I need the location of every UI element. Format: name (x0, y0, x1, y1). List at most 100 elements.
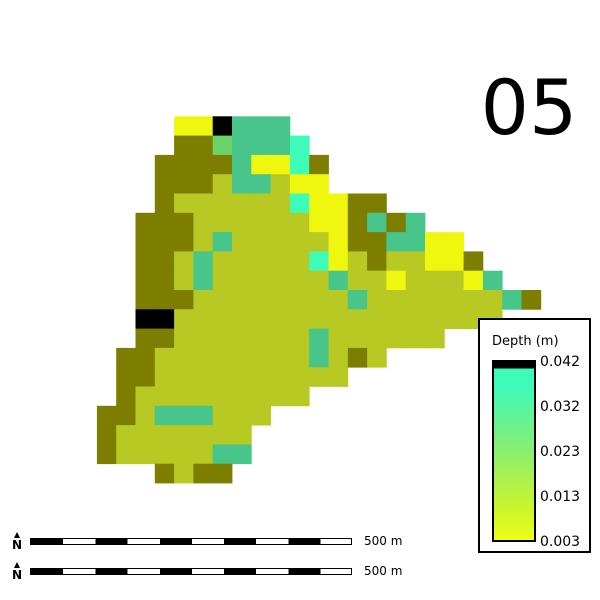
grid-cell (347, 251, 368, 272)
grid-cell (154, 386, 175, 407)
grid-cell (232, 212, 252, 233)
grid-cell (367, 309, 387, 329)
grid-cell (521, 290, 542, 310)
grid-cell (386, 232, 407, 252)
grid-cell (270, 290, 291, 310)
frame-label: 05 (480, 63, 578, 152)
grid-cell (367, 193, 387, 214)
grid-cell (212, 425, 233, 445)
grid-cell (135, 425, 156, 445)
grid-cell (135, 405, 156, 426)
grid-cell (154, 328, 175, 349)
scalebar-label: 500 m (364, 534, 403, 548)
grid-cell (444, 270, 464, 291)
grid-cell (212, 386, 233, 407)
grid-cell (212, 290, 233, 310)
grid-cell (270, 386, 291, 407)
grid-cell (232, 193, 252, 214)
grid-cell (405, 212, 426, 233)
grid-cell (174, 135, 194, 156)
legend: Depth (m) 0.042 0.032 0.023 0.013 0.003 (478, 318, 591, 553)
grid-cell (154, 347, 175, 368)
grid-cell (154, 444, 175, 465)
grid-cell (289, 135, 310, 156)
grid-cell (309, 309, 329, 329)
grid-cell (289, 347, 310, 368)
grid-cell (232, 135, 252, 156)
scalebar-bar (30, 538, 352, 545)
grid-cell (309, 232, 329, 252)
grid-cell (212, 309, 233, 329)
grid-cell (174, 251, 194, 272)
grid-cell (270, 270, 291, 291)
grid-cell (251, 386, 271, 407)
grid-cell (135, 328, 156, 349)
grid-cell (174, 405, 194, 426)
grid-cell (154, 290, 175, 310)
grid-cell (193, 463, 214, 484)
grid-cell (328, 193, 349, 214)
grid-cell (212, 116, 233, 136)
grid-cell (502, 290, 522, 310)
grid-cell (154, 270, 175, 291)
grid-cell (386, 212, 407, 233)
grid-cell (444, 309, 464, 329)
grid-cell (270, 328, 291, 349)
grid-cell (270, 154, 291, 175)
grid-cell (154, 251, 175, 272)
grid-cell (386, 290, 407, 310)
grid-cell (212, 174, 233, 194)
grid-cell (328, 270, 349, 291)
grid-cell (309, 347, 329, 368)
grid-cell (367, 290, 387, 310)
grid-cell (405, 232, 426, 252)
grid-cell (232, 116, 252, 136)
grid-cell (270, 212, 291, 233)
grid-cell (154, 367, 175, 387)
grid-cell (116, 444, 136, 465)
grid-cell (174, 367, 194, 387)
grid-cell (270, 193, 291, 214)
north-letter: N (11, 538, 23, 552)
grid-cell (328, 309, 349, 329)
grid-cell (367, 270, 387, 291)
grid-cell (135, 347, 156, 368)
grid-cell (367, 212, 387, 233)
grid-cell (270, 347, 291, 368)
grid-cell (289, 290, 310, 310)
grid-cell (270, 309, 291, 329)
grid-cell (212, 232, 233, 252)
grid-cell (154, 212, 175, 233)
grid-cell (405, 328, 426, 349)
grid-cell (386, 251, 407, 272)
north-letter: N (11, 568, 23, 582)
grid-cell (212, 212, 233, 233)
grid-cell (328, 367, 349, 387)
grid-cell (212, 444, 233, 465)
grid-cell (289, 232, 310, 252)
grid-cell (232, 444, 252, 465)
grid-cell (193, 367, 214, 387)
grid-cell (309, 328, 329, 349)
grid-cell (135, 367, 156, 387)
grid-cell (212, 135, 233, 156)
grid-cell (251, 154, 271, 175)
grid-cell (425, 309, 445, 329)
grid-cell (444, 251, 464, 272)
north-arrow-icon: N (10, 562, 24, 584)
grid-cell (463, 290, 484, 310)
grid-cell (425, 290, 445, 310)
grid-cell (328, 251, 349, 272)
grid-cell (270, 367, 291, 387)
grid-cell (212, 154, 233, 175)
grid-cell (251, 212, 271, 233)
grid-cell (193, 328, 214, 349)
grid-cell (405, 251, 426, 272)
grid-cell (309, 270, 329, 291)
grid-cell (425, 251, 445, 272)
grid-cell (367, 251, 387, 272)
grid-cell (212, 193, 233, 214)
grid-cell (328, 328, 349, 349)
grid-cell (251, 347, 271, 368)
grid-cell (154, 174, 175, 194)
